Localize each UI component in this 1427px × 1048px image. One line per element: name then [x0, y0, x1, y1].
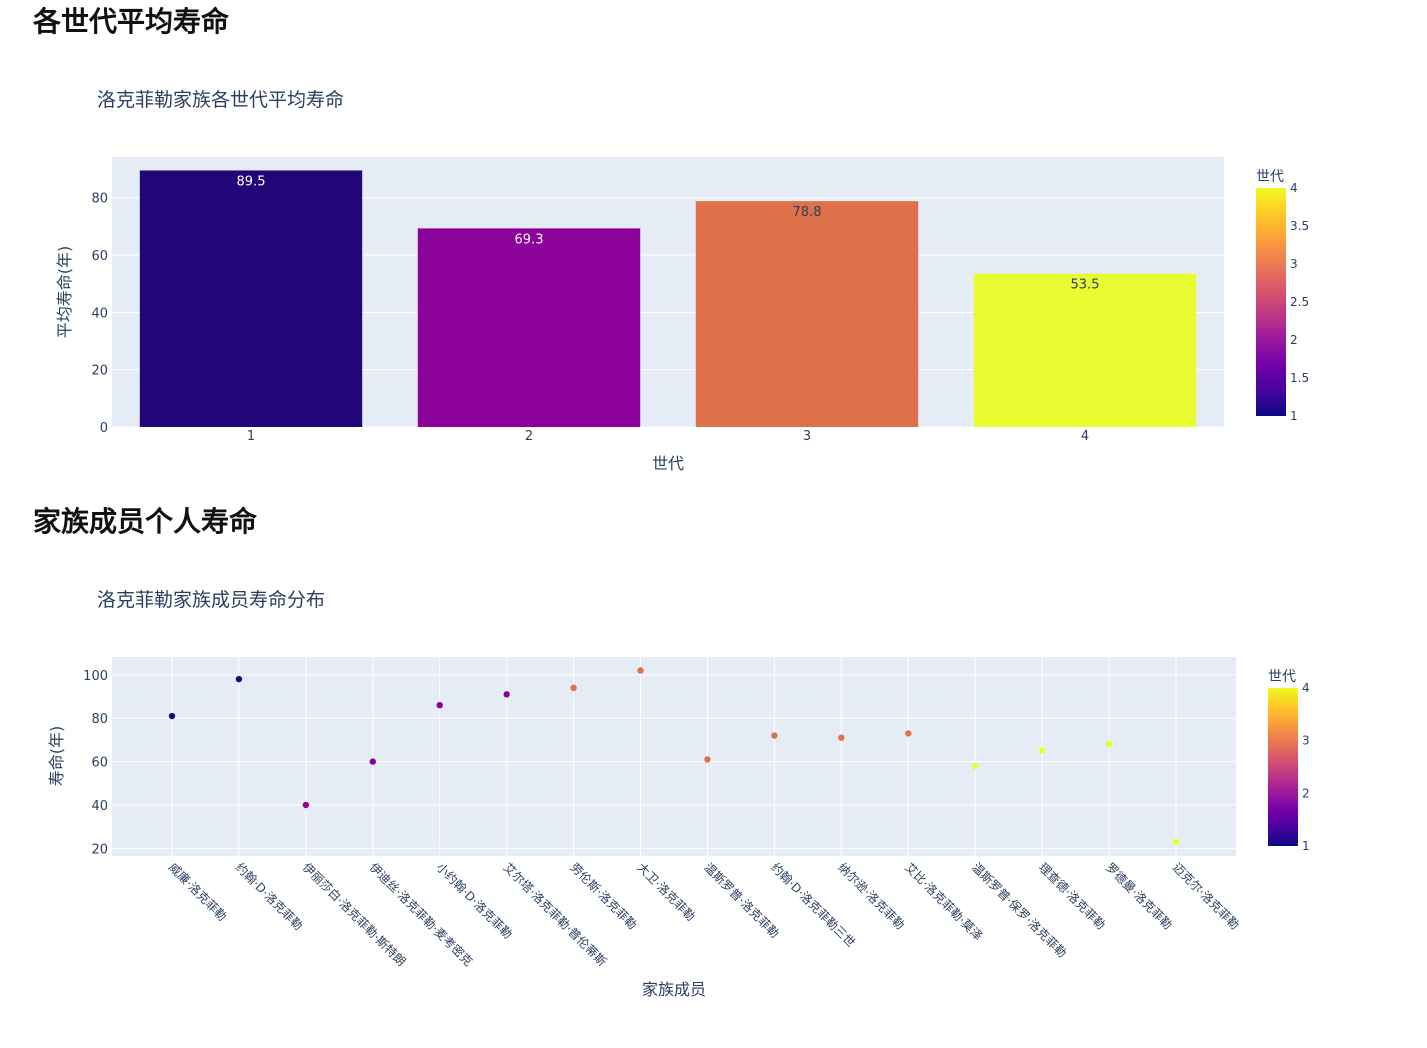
bar-chart-x-tick-label: 4	[1081, 429, 1089, 444]
bar-chart-y-tick-label: 40	[91, 306, 108, 321]
bar-chart-title: 洛克菲勒家族各世代平均寿命	[97, 89, 344, 111]
section-heading-generations: 各世代平均寿命	[33, 5, 230, 38]
scatter-point	[302, 801, 310, 809]
scatter-chart-colorbar-tick-label: 2	[1302, 786, 1310, 800]
bar-chart-y-axis-title: 平均寿命(年)	[55, 246, 74, 339]
bar-chart-y-tick-label: 80	[91, 192, 108, 207]
scatter-chart-colorbar-tick-label: 3	[1302, 734, 1310, 748]
scatter-chart-member-lifespan: 洛克菲勒家族成员寿命分布 20 40 60 80 100 威廉·洛克菲勒 约翰·D·洛克菲…	[47, 589, 1310, 999]
bar-chart-y-tick-label: 20	[91, 364, 108, 379]
bar-chart-y-ticks: 0 20 40 60 80	[91, 192, 108, 436]
scatter-chart-points	[168, 667, 1180, 846]
scatter-chart-y-tick-label: 20	[91, 842, 108, 857]
scatter-chart-x-axis-title: 家族成员	[642, 980, 706, 999]
scatter-point	[704, 756, 711, 763]
scatter-chart-x-ticks: 威廉·洛克菲勒 约翰·D·洛克菲勒伊丽莎白·洛克菲勒·斯特朗伊迪丝·洛克菲勒·麦考…	[166, 860, 1243, 969]
scatter-chart-colorbar-tick-label: 4	[1302, 681, 1310, 695]
scatter-chart-x-tick-label: 迈克尔·洛克菲勒	[1170, 860, 1243, 933]
bar-chart-colorbar-tick-label: 3	[1290, 257, 1298, 271]
scatter-chart-x-tick-label: 大卫·洛克菲勒	[634, 860, 698, 924]
scatter-point	[1038, 747, 1046, 754]
scatter-chart-colorbar-ticks: 1 2 3 4	[1302, 681, 1310, 853]
bar-chart-x-axis-title: 世代	[652, 454, 684, 473]
scatter-point	[838, 734, 845, 741]
bar-data-label: 69.3	[515, 232, 544, 247]
scatter-chart-colorbar-tick-label: 1	[1302, 839, 1310, 853]
scatter-chart-gridlines	[112, 674, 1236, 849]
scatter-chart-y-ticks: 20 40 60 80 100	[83, 669, 108, 858]
scatter-point	[369, 758, 376, 765]
bar-chart-colorbar: 世代 1 1.5 2 2.5 3 3.5 4	[1256, 169, 1309, 423]
bar-generation-4	[973, 273, 1197, 427]
scatter-point	[1105, 741, 1113, 748]
bar-chart-colorbar-tick-label: 2	[1290, 333, 1298, 347]
scatter-chart-colorbar: 世代 1 2 3 4	[1268, 669, 1310, 853]
scatter-point	[436, 701, 443, 709]
bar-data-label: 78.8	[793, 205, 822, 220]
bar-data-label: 53.5	[1071, 278, 1100, 293]
scatter-chart-title: 洛克菲勒家族成员寿命分布	[97, 589, 325, 611]
scatter-chart-x-tick-label: 理查德·洛克菲勒	[1036, 860, 1109, 933]
bar-chart-x-tick-label: 2	[525, 429, 533, 444]
scatter-chart-x-tick-label: 劳伦斯·洛克菲勒	[567, 860, 640, 933]
scatter-chart-y-tick-label: 80	[91, 712, 108, 727]
scatter-point	[1172, 838, 1180, 846]
scatter-point	[503, 691, 510, 698]
scatter-chart-y-tick-label: 100	[83, 669, 108, 684]
scatter-point	[972, 762, 979, 770]
scatter-chart-y-axis-title: 寿命(年)	[47, 726, 66, 787]
bar-chart-bars	[139, 170, 1197, 427]
scatter-point	[235, 675, 243, 683]
scatter-chart-x-tick-label: 约翰·D·洛克菲勒	[233, 860, 306, 933]
bar-chart-y-tick-label: 60	[91, 249, 108, 264]
bar-chart-colorbar-ticks: 1 1.5 2 2.5 3 3.5 4	[1290, 181, 1309, 423]
bar-chart-colorbar-tick-label: 2.5	[1290, 295, 1309, 309]
bar-chart-colorbar-tick-label: 4	[1290, 181, 1298, 195]
bar-chart-x-tick-label: 1	[247, 429, 255, 444]
scatter-chart-x-tick-label: 纳尔逊·洛克菲勒	[835, 860, 908, 933]
bar-generation-1	[139, 170, 363, 427]
bar-chart-data-labels: 89.5 69.3 78.8 53.5	[237, 174, 1100, 292]
scatter-chart-y-tick-label: 40	[91, 799, 108, 814]
scatter-point	[570, 684, 577, 692]
bar-chart-colorbar-tick-label: 1	[1290, 409, 1298, 423]
bar-generation-3	[695, 201, 919, 427]
bar-chart-colorbar-gradient	[1256, 188, 1286, 416]
scatter-chart-colorbar-gradient	[1268, 688, 1298, 846]
scatter-chart-x-tick-label: 威廉·洛克菲勒	[166, 860, 230, 924]
scatter-point	[771, 732, 778, 739]
bar-generation-2	[417, 228, 641, 427]
bar-chart-average-lifespan: 洛克菲勒家族各世代平均寿命 0 20 40 60 80 89.5 69.3 78.8 53.5…	[55, 89, 1309, 473]
scatter-point	[637, 667, 644, 674]
section-heading-members: 家族成员个人寿命	[33, 505, 258, 538]
bar-chart-x-tick-label: 3	[803, 429, 811, 444]
scatter-chart-y-tick-label: 60	[91, 756, 108, 771]
bar-chart-colorbar-tick-label: 3.5	[1290, 219, 1309, 233]
scatter-point	[905, 730, 912, 737]
bar-chart-colorbar-title: 世代	[1256, 169, 1284, 185]
scatter-chart-x-tick-label: 罗德曼·洛克菲勒	[1103, 860, 1176, 933]
bar-chart-colorbar-tick-label: 1.5	[1290, 371, 1309, 385]
bar-chart-y-tick-label: 0	[100, 421, 108, 436]
scatter-chart-vertical-gridlines	[171, 657, 1177, 856]
scatter-point	[168, 712, 176, 720]
scatter-chart-colorbar-title: 世代	[1268, 669, 1296, 685]
bar-chart-x-ticks: 1 2 3 4	[247, 429, 1089, 444]
scatter-chart-plot-area	[112, 657, 1236, 856]
bar-data-label: 89.5	[237, 174, 266, 189]
